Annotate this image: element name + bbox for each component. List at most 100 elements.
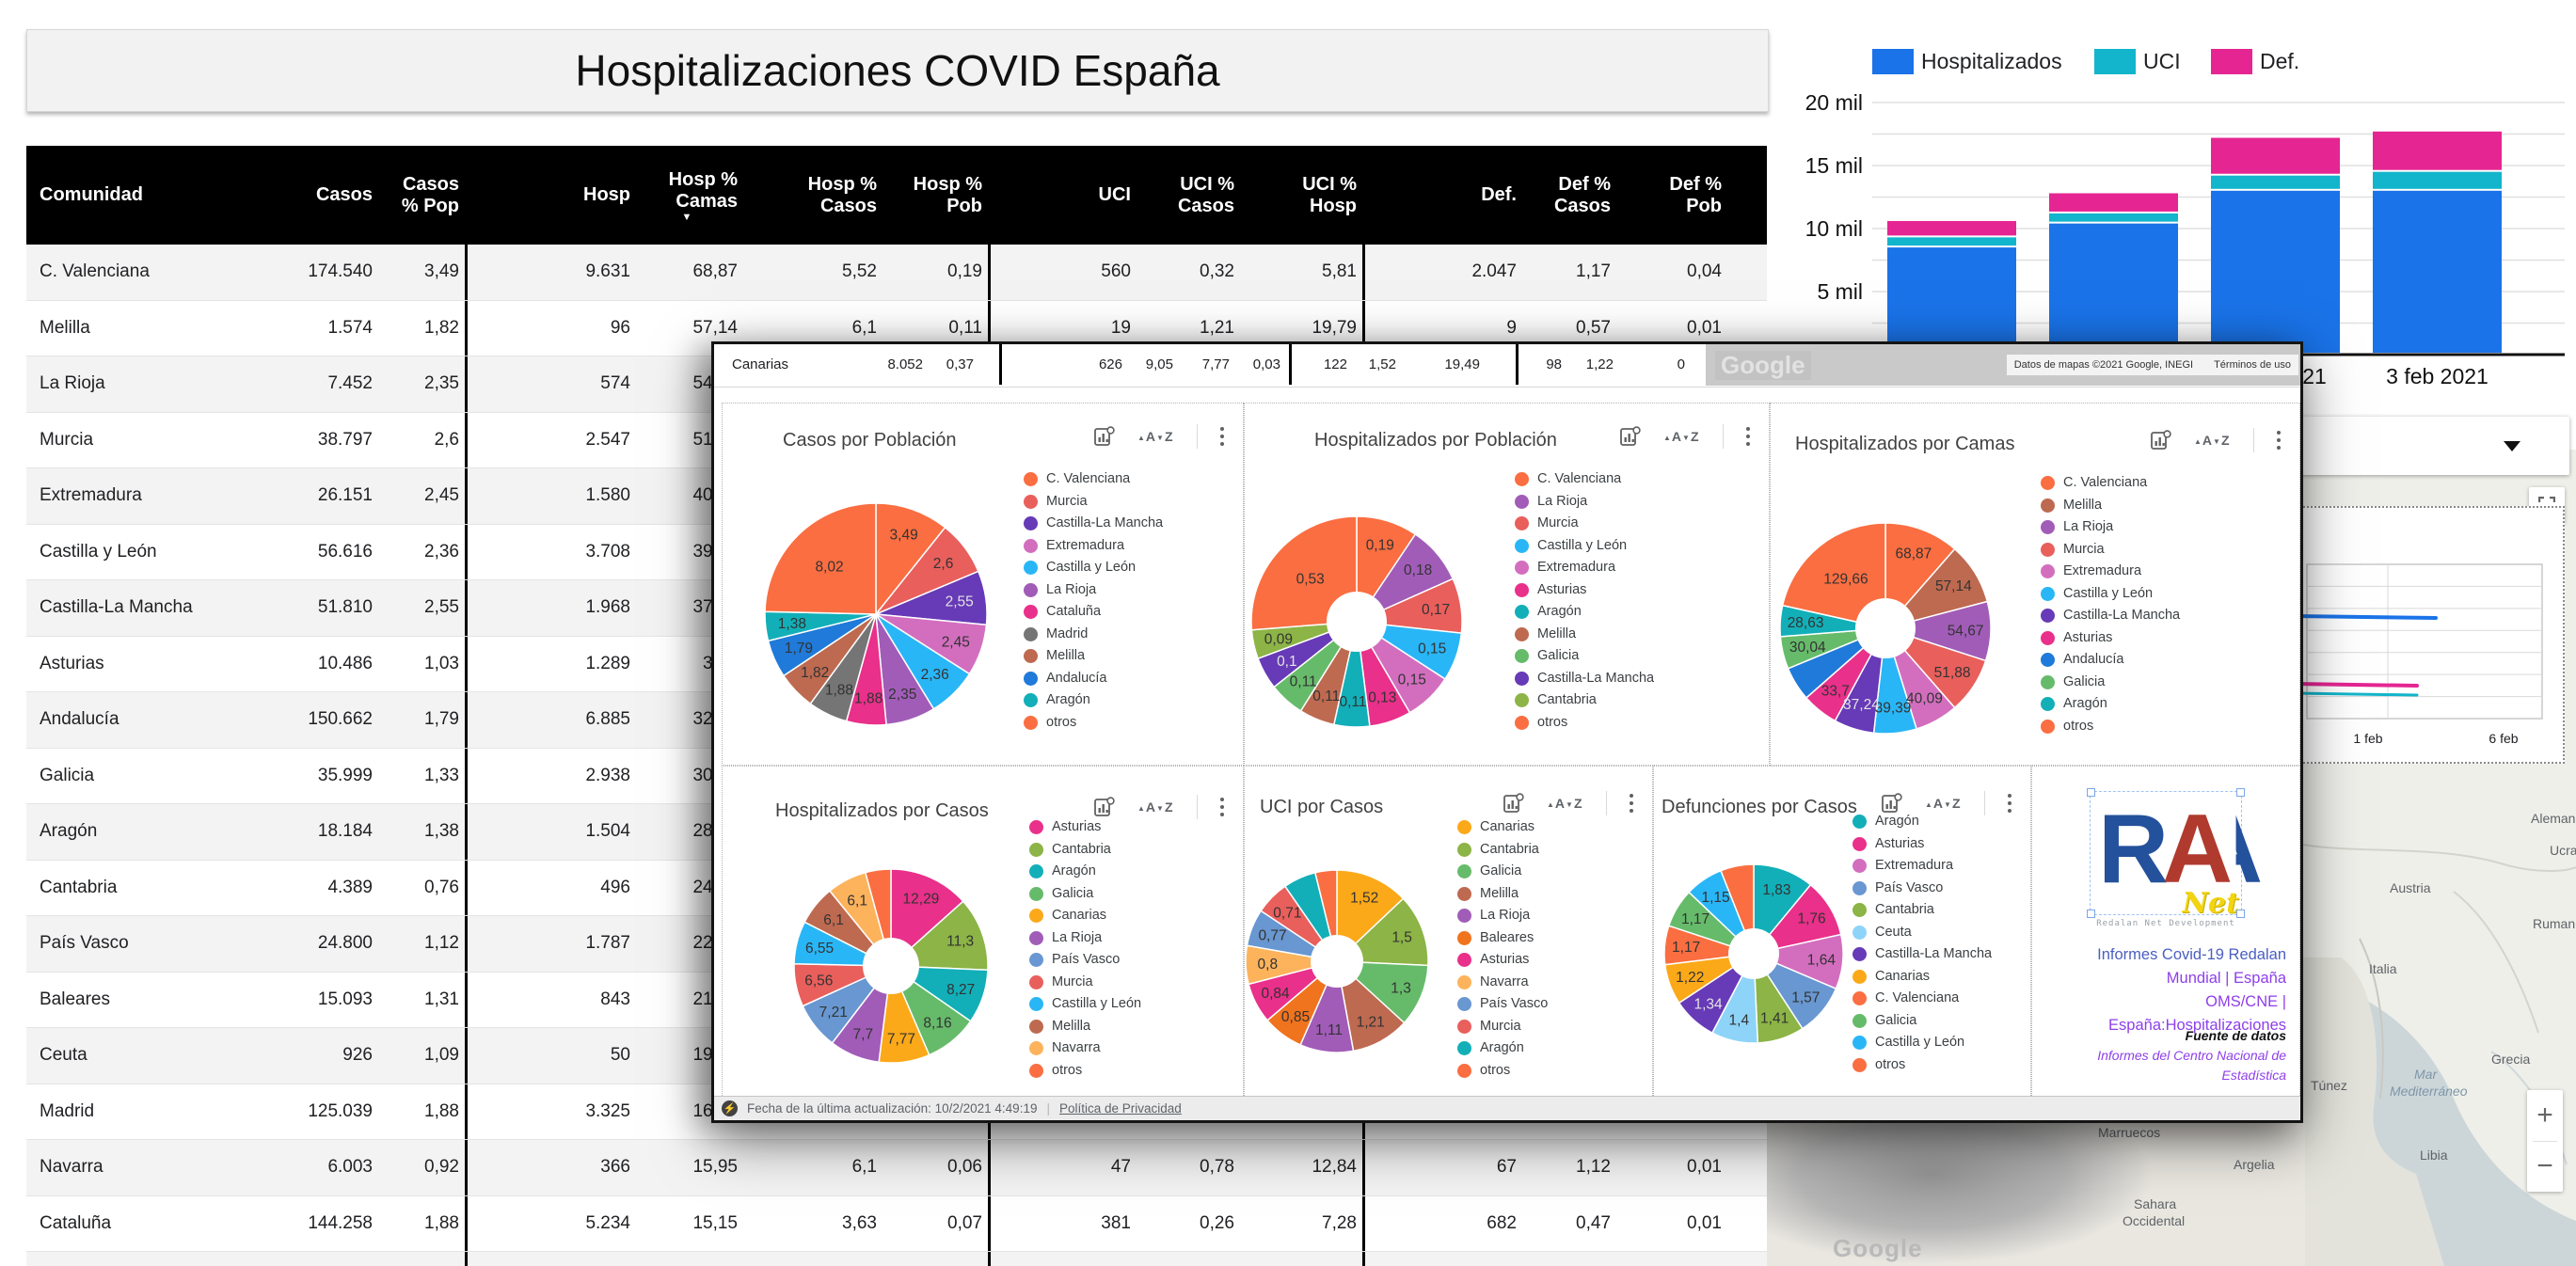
more-menu-icon[interactable] bbox=[2276, 430, 2281, 451]
trend-line bbox=[2293, 691, 2419, 697]
explore-chart-icon[interactable] bbox=[1502, 792, 1524, 815]
map-africa[interactable]: Google Marruecos Argelia Sahara Occidental bbox=[1767, 1123, 2305, 1266]
legend-label: otros bbox=[2063, 718, 2094, 734]
cell-value: 6,1 bbox=[851, 317, 877, 338]
pie-slice-label: 33,7 bbox=[1821, 683, 1850, 699]
legend-dot bbox=[1029, 820, 1043, 834]
more-menu-icon[interactable] bbox=[1745, 426, 1750, 447]
legend-dot bbox=[1024, 494, 1038, 509]
legend-item-cantabria: Cantabria bbox=[1852, 902, 2023, 918]
explore-chart-icon[interactable] bbox=[1092, 796, 1115, 818]
legend-label: País Vasco bbox=[1480, 996, 1549, 1011]
column-header-uci-hosp[interactable]: UCI % Hosp bbox=[1302, 173, 1357, 216]
more-menu-icon[interactable] bbox=[1219, 797, 1224, 817]
sort-az-icon[interactable]: ▲A▼Z bbox=[1137, 799, 1174, 815]
legend-label: La Rioja bbox=[1052, 929, 1103, 945]
link-oms-cne[interactable]: OMS/CNE | España:Hospitalizaciones bbox=[2108, 993, 2286, 1034]
legend-item-otros: otros bbox=[1024, 715, 1235, 731]
column-header-hosp-camas[interactable]: Hosp % Camas ▼ bbox=[668, 168, 738, 223]
column-header-hosp-pob[interactable]: Hosp % Pob bbox=[913, 173, 982, 216]
pie-slice-label: 1,17 bbox=[1672, 940, 1700, 956]
legend-item-murcia: Murcia bbox=[1029, 974, 1235, 990]
pie-slice-label: 1,88 bbox=[854, 690, 883, 706]
legend-label: Melilla bbox=[1052, 1018, 1091, 1034]
column-header-casos-pop[interactable]: Casos% Pop bbox=[401, 173, 459, 216]
column-header-hosp-casos[interactable]: Hosp % Casos bbox=[807, 173, 877, 216]
trend-line bbox=[2293, 614, 2438, 620]
column-header-def-pob[interactable]: Def % Pob bbox=[1669, 173, 1722, 216]
pie-slice-label: 28,63 bbox=[1788, 615, 1824, 631]
explore-chart-icon[interactable] bbox=[1618, 425, 1641, 448]
legend-dot bbox=[1024, 649, 1038, 663]
link-informes-covid[interactable]: Informes Covid-19 Redalan bbox=[2097, 946, 2286, 963]
cell-value: 2,6 bbox=[434, 429, 459, 450]
popup-status-bar: ⚡ Fecha de la última actualización: 10/2… bbox=[714, 1096, 2300, 1120]
legend-label: Murcia bbox=[1480, 1018, 1521, 1034]
column-header-casos[interactable]: Casos bbox=[315, 184, 373, 205]
legend-item-asturias: Asturias bbox=[2041, 630, 2292, 646]
map-terms-link[interactable]: Términos de uso bbox=[2214, 359, 2291, 371]
legend-item-arag-n: Aragón bbox=[1852, 814, 2023, 830]
sort-az-icon[interactable]: ▲A▼Z bbox=[1924, 796, 1962, 811]
bar-legend-def-: Def. bbox=[2260, 49, 2299, 73]
legend-label: Navarra bbox=[1480, 973, 1529, 989]
legend-item-asturias: Asturias bbox=[1029, 819, 1235, 835]
more-menu-icon[interactable] bbox=[1629, 793, 1633, 814]
cell-value: 1,31 bbox=[424, 989, 459, 1009]
chart-title: Hospitalizados por Casos bbox=[775, 800, 989, 821]
bar-segment bbox=[2211, 175, 2340, 189]
cell-value: Castilla y León bbox=[40, 541, 157, 562]
legend-dot bbox=[1029, 864, 1043, 878]
fuente-link[interactable]: Informes del Centro Nacional de Estadíst… bbox=[2097, 1048, 2286, 1083]
privacy-policy-link[interactable]: Política de Privacidad bbox=[1058, 1101, 1182, 1116]
sort-az-icon[interactable]: ▲A▼Z bbox=[1137, 429, 1174, 444]
column-header-comunidad[interactable]: Comunidad bbox=[40, 184, 143, 205]
column-header-uci[interactable]: UCI bbox=[988, 146, 1137, 245]
legend-dot bbox=[1457, 1063, 1471, 1078]
column-header-hosp[interactable]: Hosp bbox=[465, 146, 636, 245]
pie-slice-arag-n bbox=[1753, 863, 1812, 957]
sort-az-icon[interactable]: ▲A▼Z bbox=[1662, 429, 1700, 444]
link-mundial-espana[interactable]: Mundial | España bbox=[2166, 970, 2286, 987]
cell-value: 1,21 bbox=[1200, 317, 1234, 338]
pie-slice-label: 6,1 bbox=[847, 893, 867, 909]
explore-chart-icon[interactable] bbox=[1092, 425, 1115, 448]
cell-value: Madrid bbox=[40, 1100, 95, 1121]
explore-chart-icon[interactable] bbox=[1880, 792, 1902, 815]
legend-dot bbox=[2041, 498, 2055, 513]
sort-az-icon[interactable]: ▲A▼Z bbox=[2193, 433, 2231, 448]
cell-value: 0,19 bbox=[947, 261, 982, 282]
pie-slice-label: 1,64 bbox=[1807, 953, 1837, 969]
legend-label: Galicia bbox=[1052, 885, 1094, 901]
column-header-def-[interactable]: Def. bbox=[1362, 146, 1522, 245]
sort-az-icon[interactable]: ▲A▼Z bbox=[1546, 796, 1583, 811]
legend-label: Extremadura bbox=[1875, 858, 1954, 873]
cell-value: 3,49 bbox=[424, 261, 459, 282]
zoom-in-button[interactable]: + bbox=[2536, 1099, 2553, 1131]
bar-segment bbox=[2049, 223, 2178, 353]
cell-value: 2,36 bbox=[424, 541, 459, 562]
cell-value: 67 bbox=[1496, 1157, 1517, 1178]
cell-value: 15.093 bbox=[317, 989, 373, 1009]
cell-value: Extremadura bbox=[40, 485, 142, 506]
date-filter-dropdown[interactable] bbox=[2293, 417, 2569, 475]
column-header-uci-casos[interactable]: UCI % Casos bbox=[1177, 173, 1234, 216]
cell-value: Cantabria bbox=[40, 877, 118, 897]
zoom-out-button[interactable]: − bbox=[2536, 1150, 2553, 1182]
legend-dot bbox=[1852, 1057, 1867, 1072]
more-menu-icon[interactable] bbox=[1219, 426, 1224, 447]
more-menu-icon[interactable] bbox=[2007, 793, 2012, 814]
legend-dot bbox=[1515, 516, 1529, 530]
explore-chart-icon[interactable] bbox=[2149, 429, 2171, 451]
zoom-divider bbox=[2533, 1140, 2557, 1142]
legend-label: Galicia bbox=[1537, 648, 1580, 663]
bar-segment bbox=[1887, 247, 2016, 353]
icon-separator bbox=[1983, 791, 1985, 815]
legend-item-galicia: Galicia bbox=[1515, 648, 1761, 664]
ra-logo: R A A Net bbox=[2087, 788, 2263, 920]
refresh-bolt-icon: ⚡ bbox=[722, 1100, 738, 1116]
legend-item-castilla-la-mancha: Castilla-La Mancha bbox=[1024, 515, 1235, 531]
legend-dot bbox=[1515, 649, 1529, 663]
column-header-def-casos[interactable]: Def % Casos bbox=[1553, 173, 1611, 216]
last-update-text: Fecha de la última actualización: 10/2/2… bbox=[747, 1101, 1038, 1116]
